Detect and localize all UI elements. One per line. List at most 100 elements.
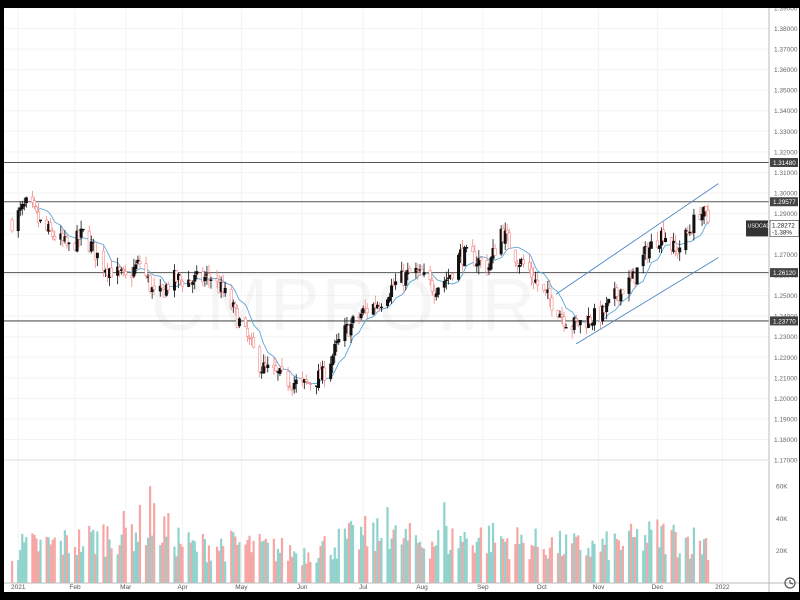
candle-up (371, 304, 375, 315)
volume-bar (459, 535, 462, 583)
candle-down (229, 289, 233, 309)
volume-bar (593, 543, 596, 583)
volume-bar (224, 561, 227, 583)
volume-bar (420, 547, 424, 583)
volume-bar (437, 529, 440, 583)
price-tick-label: 1.32000 (774, 149, 798, 156)
ma-line (38, 208, 709, 385)
chart-background (4, 8, 799, 592)
candle-up (692, 214, 696, 233)
candle-up (446, 277, 450, 279)
volume-bar (122, 510, 125, 583)
candle-down (588, 317, 592, 324)
volume-bar (230, 530, 233, 583)
volume-bar (573, 533, 576, 583)
volume-bar (362, 535, 365, 583)
volume-bar (11, 560, 14, 583)
candle-down (130, 275, 134, 279)
candle-up (79, 228, 83, 238)
time-axis-labels[interactable]: 2021 Feb Mar Apr May Jun Jul Aug Sep Oct Nov Dec 202… (11, 584, 730, 591)
candle-down (152, 285, 156, 290)
volume-bar (25, 536, 28, 583)
price-tick-label: 1.31000 (774, 170, 798, 177)
candle-down (181, 281, 185, 287)
volume-bar (349, 521, 353, 583)
volume-bar (522, 542, 525, 583)
volume-bar (31, 533, 34, 583)
volume-bar (17, 560, 20, 583)
candle-down (110, 267, 114, 278)
candle-up (134, 264, 138, 270)
volume-bar (613, 533, 616, 583)
volume-bar (358, 549, 361, 583)
volume-bar (702, 539, 706, 583)
volume-bar (92, 529, 95, 583)
volume-bar (601, 538, 604, 583)
volume-bar (386, 507, 389, 583)
volume-bar (220, 538, 223, 583)
volume-bar (591, 540, 594, 583)
volume-bar (309, 562, 312, 583)
volume-bar (167, 513, 170, 583)
volume-bar (234, 536, 237, 583)
volume-bar (301, 565, 304, 583)
settings-icon[interactable] (784, 577, 796, 589)
candle-up (351, 316, 355, 324)
volume-axis-labels: 60K 40K 20K (776, 484, 788, 556)
candle-up (20, 203, 24, 210)
volume-bar (650, 529, 653, 583)
price-tick-label: 1.19000 (774, 416, 798, 423)
candle-down (243, 317, 247, 327)
volume-bar (700, 554, 704, 583)
volume-bar (686, 536, 689, 583)
candle-down (408, 268, 412, 273)
volume-bar (500, 536, 503, 583)
volume-bar (433, 546, 436, 583)
trend-channel[interactable] (555, 183, 719, 345)
volume-bar (406, 540, 409, 583)
trading-chart[interactable]: CMPRO.IR 1.39000 1.38000 1.37000 1.36000 1.3… (4, 6, 800, 592)
volume-bar (63, 530, 66, 583)
candle-down (365, 307, 369, 314)
candle-up (67, 242, 71, 245)
volume-bar (603, 544, 606, 583)
candle-up (436, 287, 440, 295)
candle-down (574, 318, 578, 321)
volume-bar (33, 534, 36, 583)
time-tick-label: Mar (120, 584, 132, 591)
candle-up (89, 241, 93, 252)
volume-bar (404, 528, 407, 583)
candle-down (264, 362, 268, 367)
candle-up (444, 279, 448, 282)
time-tick-label: Nov (593, 584, 605, 591)
candle-down (290, 389, 294, 391)
volume-bar (402, 538, 405, 583)
level-badge-label: 1.23770 (773, 318, 796, 325)
volume-bar (146, 537, 150, 583)
volume-bar (335, 558, 338, 583)
volume-bar (118, 545, 121, 583)
volume-bar (376, 518, 379, 583)
candle-down (473, 251, 477, 267)
volume-bar (378, 540, 381, 583)
volume-bar (487, 525, 491, 583)
volume-bar (374, 550, 377, 583)
volume-bar (191, 540, 194, 583)
volume-bar (291, 556, 294, 583)
volume-bar (662, 523, 665, 583)
volume-bar (648, 521, 651, 583)
volume-bar (286, 560, 290, 583)
volume-bar (617, 540, 620, 583)
volume-bar (153, 503, 156, 583)
candle-down (189, 280, 193, 284)
candle-down (536, 279, 540, 286)
candle-up (702, 206, 706, 217)
volume-bar (67, 553, 71, 583)
chart-canvas[interactable]: CMPRO.IR 1.390001.380001.370001.360001.3… (4, 6, 800, 592)
candle-up (345, 324, 349, 327)
candle-up (22, 203, 26, 207)
volume-bar (165, 536, 168, 583)
candle-up (237, 318, 241, 327)
axis-markers: 1.31480 1.29577 1.26120 1.23770 USDCAD 1.2827… (746, 158, 800, 326)
level-badge (770, 197, 798, 207)
